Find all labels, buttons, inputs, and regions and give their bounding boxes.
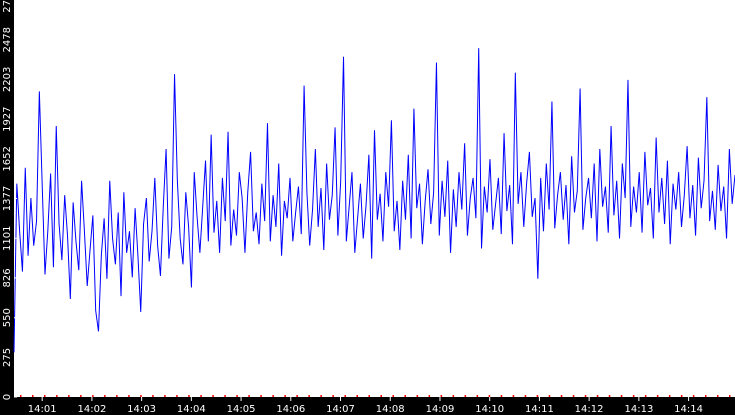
baseline-marker	[632, 395, 635, 397]
baseline-marker	[596, 395, 599, 397]
x-tick-label: 14:14	[674, 404, 703, 415]
baseline-marker	[584, 395, 587, 397]
baseline-marker	[176, 395, 178, 397]
baseline-marker	[80, 395, 82, 397]
x-axis-ticks: 14:01 14:02 14:03 14:04 14:05 14:06 14:07 14:08…	[28, 397, 703, 415]
baseline-marker	[260, 395, 262, 397]
baseline-marker	[200, 395, 202, 397]
baseline-marker	[416, 395, 419, 397]
x-tick-label: 14:03	[127, 404, 156, 415]
baseline-marker	[248, 395, 250, 397]
baseline-marker	[68, 395, 70, 397]
baseline-marker	[512, 395, 515, 397]
x-tick-label: 14:06	[276, 404, 305, 415]
baseline-marker	[644, 395, 647, 397]
baseline-marker	[344, 395, 346, 397]
baseline-marker	[717, 395, 719, 397]
baseline-marker	[44, 395, 46, 397]
baseline-marker	[668, 395, 671, 397]
x-tick-label: 14:04	[177, 404, 206, 415]
time-markers	[20, 395, 731, 397]
baseline-marker	[224, 395, 226, 397]
y-tick-label: 0	[2, 394, 13, 400]
baseline-marker	[524, 395, 527, 397]
baseline-marker	[56, 395, 58, 397]
y-axis-ticks: 0 275 550 826 1101 1377 1652 1927 2203 2478 2754	[2, 0, 17, 400]
baseline-marker	[320, 395, 322, 397]
baseline-marker	[32, 395, 34, 397]
baseline-marker	[548, 395, 551, 397]
y-tick-label: 1927	[2, 106, 13, 131]
y-tick-label: 275	[2, 348, 13, 367]
baseline-marker	[705, 395, 707, 397]
baseline-marker	[92, 395, 94, 397]
x-tick-label: 14:13	[624, 404, 653, 415]
baseline-marker	[404, 395, 406, 397]
baseline-marker	[164, 395, 166, 397]
y-tick-label: 1101	[2, 226, 13, 251]
baseline-marker	[680, 395, 683, 397]
baseline-marker	[332, 395, 334, 397]
x-tick-label: 14:05	[227, 404, 256, 415]
x-tick-label: 14:11	[525, 404, 554, 415]
y-tick-label: 826	[2, 268, 13, 287]
x-tick-label: 14:07	[326, 404, 355, 415]
baseline-marker	[272, 395, 274, 397]
plot-area	[14, 0, 735, 397]
baseline-marker	[356, 395, 358, 397]
baseline-marker	[488, 395, 491, 397]
series-line	[13, 48, 735, 353]
baseline-marker	[152, 395, 154, 397]
baseline-marker	[116, 395, 118, 397]
x-tick-label: 14:01	[28, 404, 57, 415]
x-tick-label: 14:08	[376, 404, 405, 415]
baseline-marker	[188, 395, 190, 397]
baseline-marker	[692, 395, 695, 397]
baseline-marker	[500, 395, 503, 397]
baseline-marker	[20, 395, 22, 397]
baseline-marker	[476, 395, 479, 397]
baseline-marker	[284, 395, 286, 397]
baseline-marker	[428, 395, 431, 397]
baseline-marker	[104, 395, 106, 397]
baseline-marker	[560, 395, 563, 397]
y-tick-label: 550	[2, 308, 13, 327]
baseline-marker	[464, 395, 467, 397]
baseline-marker	[368, 395, 370, 397]
baseline-marker	[572, 395, 575, 397]
baseline-marker	[296, 395, 298, 397]
baseline-marker	[380, 395, 382, 397]
y-tick-label: 1652	[2, 146, 13, 171]
baseline-marker	[440, 395, 443, 397]
baseline-marker	[608, 395, 611, 397]
baseline-marker	[128, 395, 130, 397]
x-tick-label: 14:02	[77, 404, 106, 415]
baseline-marker	[392, 395, 394, 397]
baseline-marker	[620, 395, 623, 397]
baseline-marker	[452, 395, 455, 397]
y-tick-label: 2754	[2, 0, 13, 13]
baseline-marker	[140, 395, 142, 397]
y-tick-label: 2478	[2, 27, 13, 52]
baseline-marker	[729, 395, 731, 397]
baseline-marker	[212, 395, 214, 397]
baseline-marker	[236, 395, 238, 397]
baseline-marker	[308, 395, 310, 397]
x-tick-label: 14:10	[475, 404, 504, 415]
x-tick-label: 14:12	[575, 404, 604, 415]
y-tick-label: 2203	[2, 67, 13, 92]
baseline-marker	[656, 395, 659, 397]
y-tick-label: 1377	[2, 186, 13, 211]
x-tick-label: 14:09	[426, 404, 455, 415]
baseline-marker	[536, 395, 539, 397]
